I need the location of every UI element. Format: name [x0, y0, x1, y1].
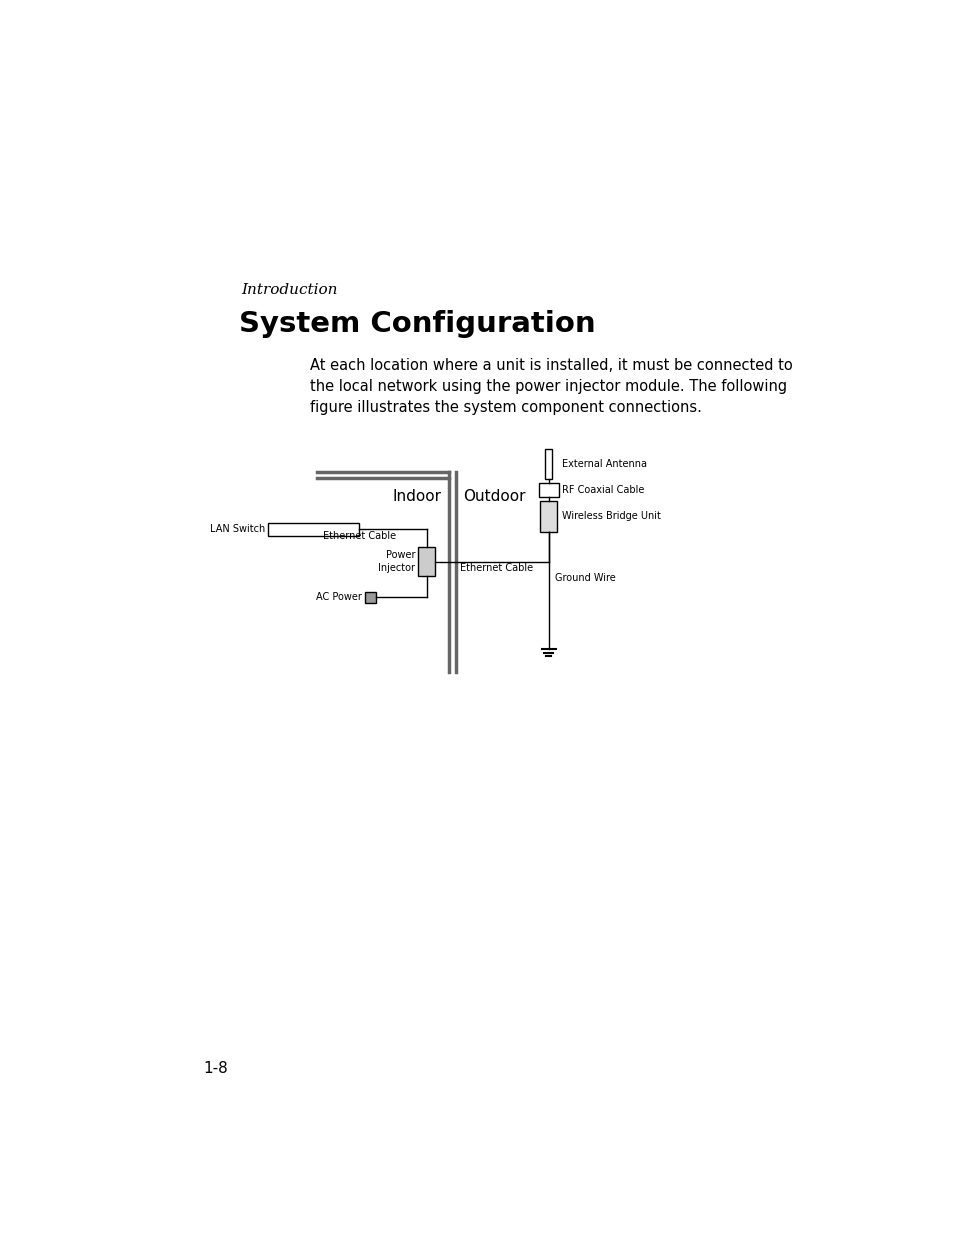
Text: RF Coaxial Cable: RF Coaxial Cable [561, 485, 643, 495]
Bar [365, 592, 375, 603]
Text: At each location where a unit is installed, it must be connected to
the local ne: At each location where a unit is install… [310, 358, 792, 415]
Text: Ethernet Cable: Ethernet Cable [323, 531, 395, 541]
Text: LAN Switch: LAN Switch [210, 525, 265, 535]
Text: Introduction: Introduction [241, 283, 338, 296]
Bar [418, 547, 435, 577]
Text: System Configuration: System Configuration [239, 310, 596, 338]
Text: AC Power: AC Power [315, 592, 361, 603]
Bar [545, 448, 551, 479]
Text: Ethernet Cable: Ethernet Cable [459, 563, 533, 573]
Text: Wireless Bridge Unit: Wireless Bridge Unit [561, 511, 660, 521]
Bar [537, 483, 558, 496]
Text: Outdoor: Outdoor [463, 489, 525, 504]
Text: External Antenna: External Antenna [561, 459, 646, 469]
Bar [539, 501, 557, 531]
Text: Power
Injector: Power Injector [378, 551, 415, 573]
Text: Ground Wire: Ground Wire [555, 573, 615, 583]
Text: Indoor: Indoor [393, 489, 441, 504]
Bar [268, 524, 359, 536]
Text: 1-8: 1-8 [203, 1061, 228, 1076]
